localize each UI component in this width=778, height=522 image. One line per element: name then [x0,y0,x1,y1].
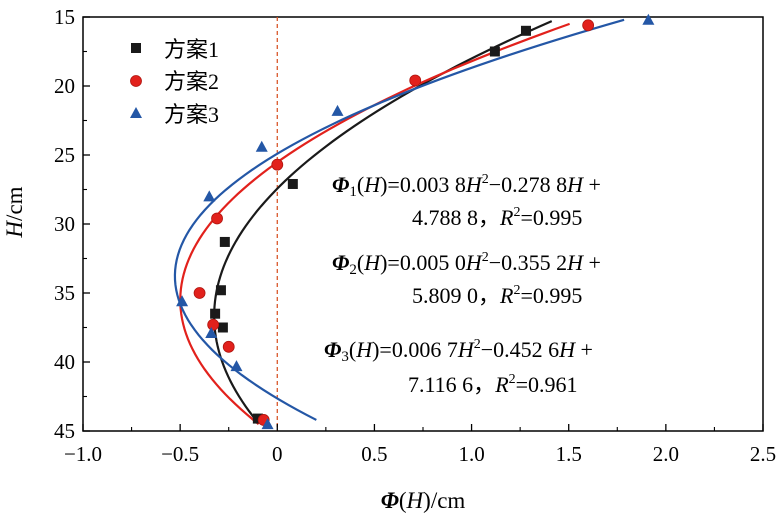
y-axis-title: H/cm [2,186,27,238]
equation-2: Φ2(H)=0.005 0H2−0.355 2H + 5.809 0，R2=0.… [332,250,601,308]
data-point-s3-8 [261,418,274,430]
data-points [176,13,655,430]
legend-marker-triangle [130,107,142,118]
data-point-s3-6 [205,327,218,339]
axis-ticks [82,16,764,432]
data-point-s3-1 [642,13,655,25]
data-point-s3-7 [230,360,243,372]
data-point-s2-4 [211,212,223,225]
data-point-s1-8 [252,413,263,424]
y-tick-label: 25 [54,143,75,167]
data-point-s1-5 [215,285,226,296]
equation-1: Φ1(H)=0.003 8H2−0.278 8H + 4.788 8，R2=0.… [332,172,601,230]
x-tick-label: 2.5 [750,442,776,466]
data-point-s2-2 [409,74,422,87]
legend-item-2: 方案2 [130,69,219,94]
legend-item-1: 方案1 [131,37,219,62]
legend-label-2: 方案2 [164,69,219,94]
svg-text:Φ2(H)=0.005 0H2−0.355 2H +: Φ2(H)=0.005 0H2−0.355 2H + [332,250,601,278]
data-point-s3-5 [176,295,189,307]
svg-text:4.788 8，R2=0.995: 4.788 8，R2=0.995 [412,205,582,230]
data-point-s1-3 [287,178,298,189]
svg-text:5.809 0，R2=0.995: 5.809 0，R2=0.995 [412,283,582,308]
x-axis-title: Φ(H)/cm [381,488,466,513]
x-tick-label: 0 [272,442,283,466]
x-tick-label: 0.5 [361,442,387,466]
data-point-s2-5 [193,287,206,299]
legend-marker-square [131,43,141,53]
legend-item-3: 方案3 [130,102,219,127]
y-tick-label: 45 [54,419,75,443]
x-tick-label: −1.0 [64,442,102,466]
svg-text:7.116 6，R2=0.961: 7.116 6，R2=0.961 [408,372,578,397]
legend-marker-circle [130,75,142,87]
y-tick-label: 35 [54,281,75,305]
data-point-s1-2 [489,46,500,57]
svg-text:Φ1(H)=0.003 8H2−0.278 8H +: Φ1(H)=0.003 8H2−0.278 8H + [332,172,601,200]
fit-curve-3 [173,18,625,421]
x-tick-label: 1.5 [556,442,582,466]
data-point-s1-7 [217,322,228,333]
data-point-s1-4 [219,236,230,247]
y-tick-label: 15 [54,5,75,29]
data-point-s1-6 [210,308,221,319]
data-point-s2-1 [582,19,595,32]
y-tick-label: 40 [54,350,75,374]
data-point-s2-3 [271,158,284,171]
data-point-s3-2 [331,104,344,116]
data-point-s3-4 [203,190,216,202]
fit-curves [173,18,625,425]
legend-label-1: 方案1 [164,37,219,62]
x-tick-label: 1.0 [458,442,484,466]
legend-label-3: 方案3 [164,102,219,127]
y-tick-label: 30 [54,212,75,236]
equation-3: Φ3(H)=0.006 7H2−0.452 6H + 7.116 6，R2=0.… [324,337,593,397]
tick-labels: −1.0 −0.5 0 0.5 1.0 1.5 2.0 2.5 15 20 25 30 35 40 45 [54,5,776,466]
data-point-s2-7 [222,340,235,353]
fit-curve-2 [179,22,570,425]
data-point-s2-6 [207,318,220,331]
data-point-s3-3 [255,140,268,152]
svg-text:Φ3(H)=0.006 7H2−0.452 6H +: Φ3(H)=0.006 7H2−0.452 6H + [324,337,593,365]
y-tick-label: 20 [54,74,75,98]
x-tick-label: 2.0 [653,442,679,466]
data-point-s1-1 [520,25,531,36]
legend: 方案1 方案2 方案3 [130,37,219,127]
x-tick-label: −0.5 [161,442,199,466]
